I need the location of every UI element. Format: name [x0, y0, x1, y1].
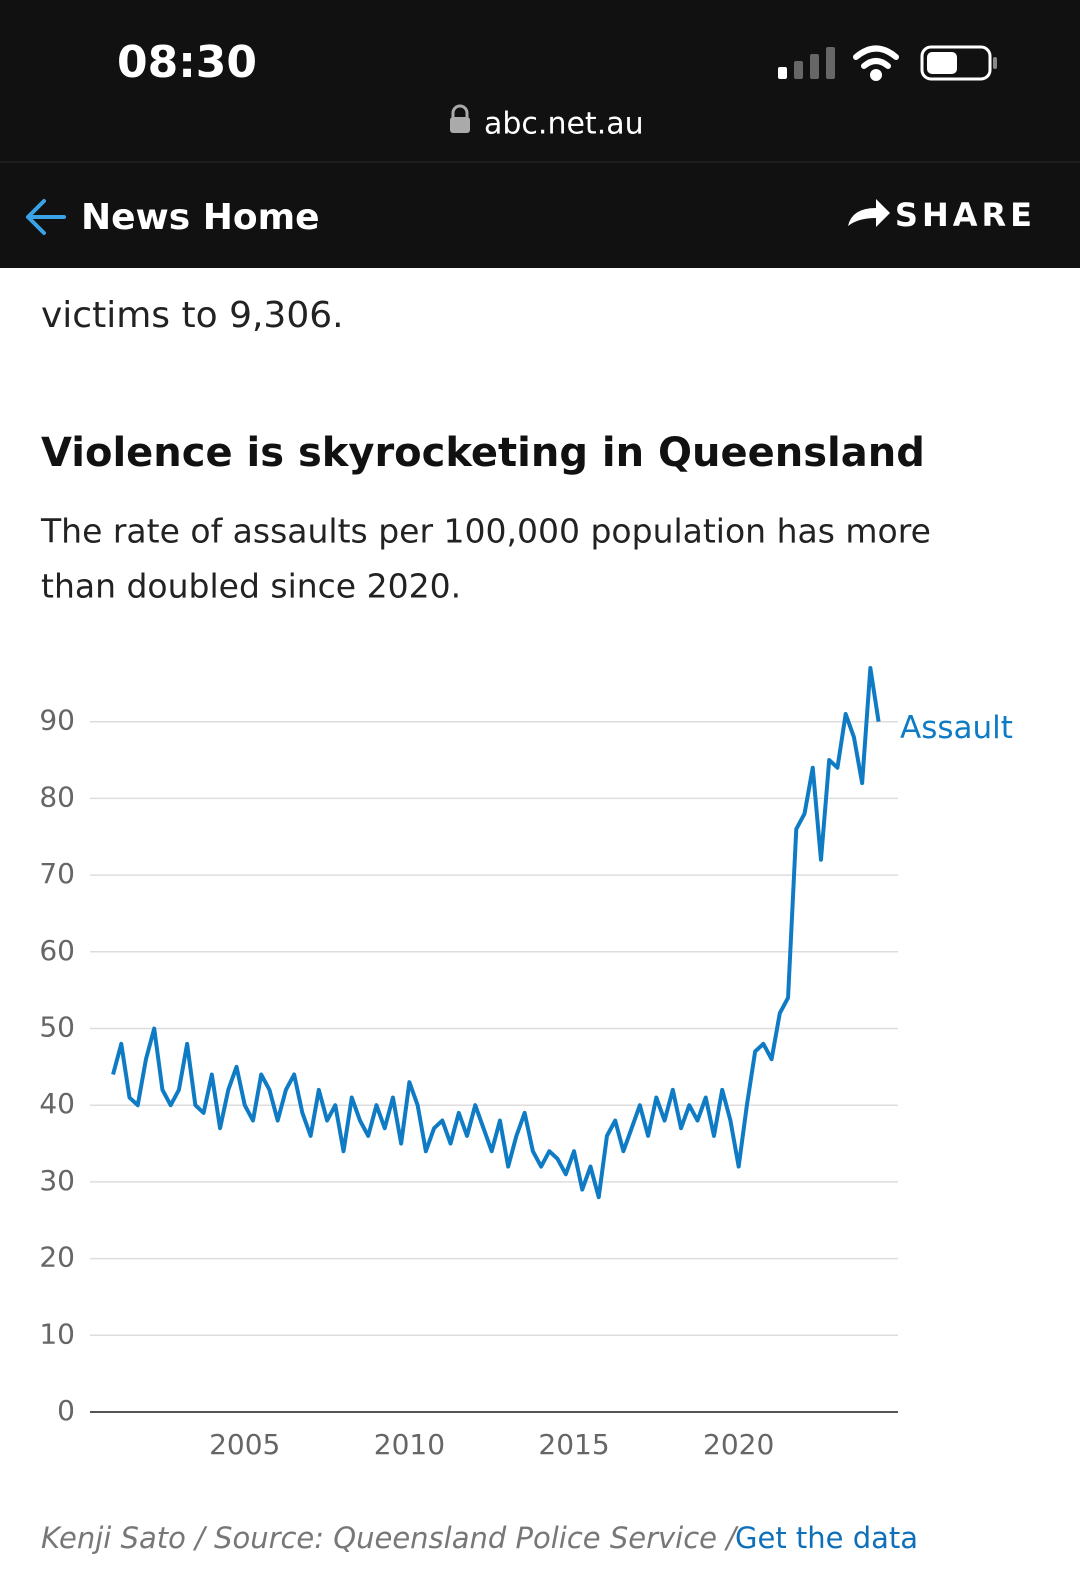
- url[interactable]: abc.net.au: [484, 107, 644, 142]
- share-icon[interactable]: [848, 199, 890, 227]
- series-label: Assault: [900, 710, 1013, 746]
- y-tick-label: 90: [39, 704, 75, 737]
- y-tick-label: 20: [39, 1241, 75, 1274]
- battery-icon: [920, 45, 997, 81]
- y-tick-label: 40: [39, 1087, 75, 1120]
- lock-body: [450, 117, 470, 133]
- chart-source: Kenji Sato / Source: Queensland Police S…: [41, 1521, 739, 1555]
- y-tick-label: 0: [57, 1394, 75, 1427]
- x-tick-label: 2010: [374, 1428, 445, 1461]
- y-tick-label: 80: [39, 780, 75, 813]
- chart-subtitle: The rate of assaults per 100,000 populat…: [40, 512, 931, 551]
- chart-title: Violence is skyrocketing in Queensland: [41, 430, 925, 476]
- y-tick-label: 70: [39, 857, 75, 890]
- chart-subtitle: than doubled since 2020.: [41, 567, 461, 606]
- y-tick-label: 50: [39, 1011, 75, 1044]
- data-link[interactable]: Get the data: [735, 1521, 918, 1555]
- signal-icon: [778, 47, 835, 79]
- y-tick-label: 10: [39, 1317, 75, 1350]
- article-text: victims to 9,306.: [41, 295, 344, 336]
- wifi-icon: [853, 45, 899, 81]
- header-bg: [0, 0, 1080, 268]
- data-line: [111, 666, 881, 1200]
- x-tick-label: 2020: [703, 1428, 774, 1461]
- x-tick-label: 2005: [209, 1428, 280, 1461]
- share-button[interactable]: SHARE: [895, 196, 1036, 234]
- y-tick-label: 30: [39, 1164, 75, 1197]
- y-tick-label: 60: [39, 934, 75, 967]
- back-link[interactable]: News Home: [81, 197, 320, 238]
- time: 08:30: [117, 37, 257, 88]
- lock-icon: [451, 104, 469, 118]
- x-tick-label: 2015: [538, 1428, 609, 1461]
- back-icon[interactable]: [26, 199, 66, 235]
